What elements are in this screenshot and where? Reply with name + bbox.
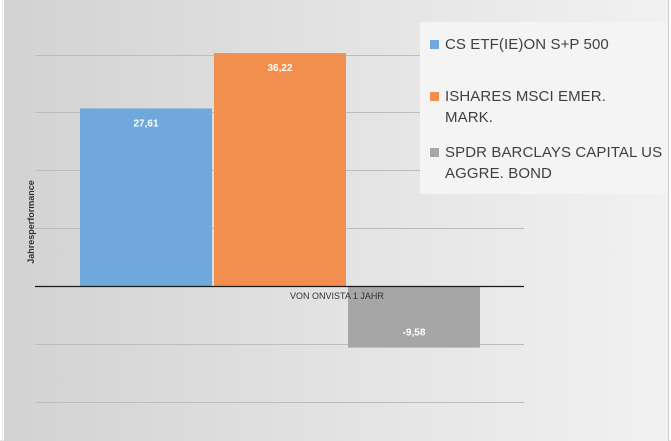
chart-area[interactable]: 27,61 36,22 -9,58 Jahresperformance VON ON…	[4, 0, 669, 441]
bar-series-2	[214, 53, 346, 286]
bar-series-1	[80, 108, 212, 286]
legend-label-line: MARK.	[445, 109, 494, 126]
data-label-series-1: 27,61	[133, 118, 158, 129]
data-label-series-3: -9,58	[403, 328, 426, 339]
legend-label-line: AGGRE. BOND	[445, 165, 552, 182]
legend-item-series-1[interactable]: CS ETF(IE)ON S+P 500	[430, 34, 609, 55]
legend-swatch-series-2	[430, 92, 439, 101]
bar-series-3	[348, 286, 480, 348]
x-axis-category-label: VON ONVISTA 1 JAHR	[290, 291, 384, 301]
data-label-series-2: 36,22	[267, 63, 292, 74]
legend-label-series-1: CS ETF(IE)ON S+P 500	[445, 36, 609, 53]
legend-label-series-3: SPDR BARCLAYS CAPITAL US AGGRE. BOND	[445, 142, 662, 184]
chart-legend[interactable]: CS ETF(IE)ON S+P 500 ISHARES MSCI EMER. …	[420, 22, 668, 194]
legend-label-line: ISHARES MSCI EMER.	[445, 88, 606, 105]
legend-label-series-2: ISHARES MSCI EMER. MARK.	[445, 86, 606, 128]
sheet-gridline	[2, 0, 3, 441]
y-axis-label: Jahresperformance	[26, 180, 36, 264]
legend-label-line: SPDR BARCLAYS CAPITAL US	[445, 144, 663, 161]
legend-item-series-2[interactable]: ISHARES MSCI EMER. MARK.	[430, 86, 606, 128]
legend-swatch-series-1	[430, 40, 439, 49]
legend-item-series-3[interactable]: SPDR BARCLAYS CAPITAL US AGGRE. BOND	[430, 142, 662, 184]
legend-swatch-series-3	[430, 148, 439, 157]
